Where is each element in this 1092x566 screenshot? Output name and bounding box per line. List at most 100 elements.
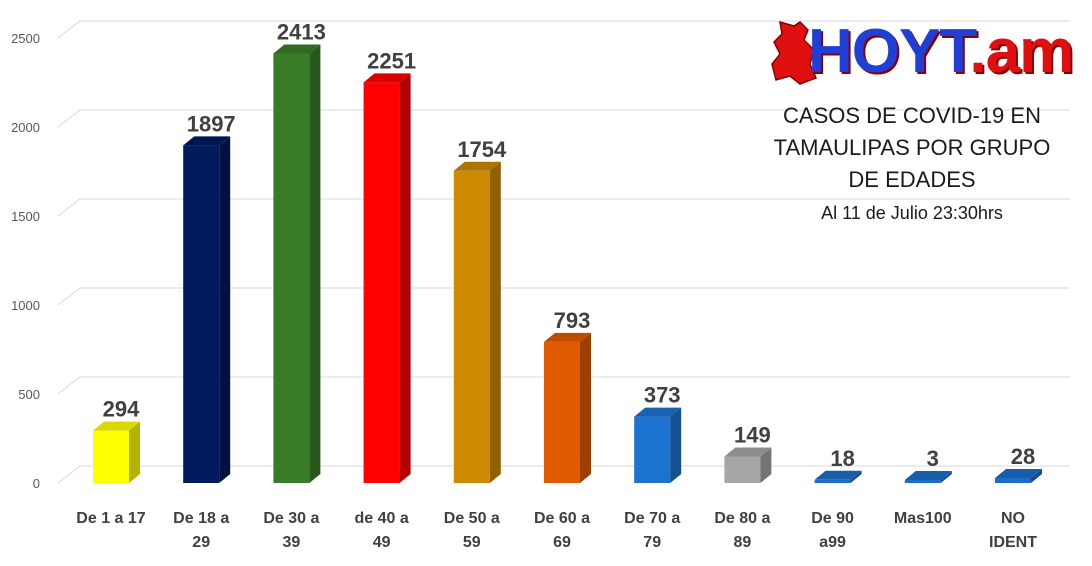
chart-title-line-3: DE EDADES [848,167,976,192]
bar-11 [995,469,1042,483]
bar-side [850,470,862,483]
bar-8 [724,447,772,483]
category-label: De 80 a 89 [714,510,770,551]
gridline [57,20,1070,39]
category-label: De 18 a 29 [173,510,229,551]
hoyt-logo: HOYT.am [770,16,1074,88]
bar-top [724,447,772,457]
bar-front [93,430,129,483]
data-label: 1897 [187,111,236,136]
y-tick-label: 500 [18,387,40,402]
category-label: De 70 a 79 [624,510,680,551]
category-label-line: 79 [643,534,661,551]
bar-front [544,341,580,483]
chart-title-block: CASOS DE COVID-19 EN TAMAULIPAS POR GRUP… [742,100,1082,228]
bar-front [995,478,1031,483]
tamaulipas-map-icon [771,20,817,85]
category-label: Mas100 [894,510,952,527]
data-label: 2251 [367,48,416,73]
bar-side [219,136,231,484]
data-label: 294 [103,397,140,422]
category-label-line: 89 [734,534,752,551]
bar-10 [904,471,952,483]
gridline [57,287,1070,306]
logo-text-main: HOYT [808,17,970,86]
data-label: 18 [830,446,854,471]
bar-front [904,480,941,483]
bar-front [634,416,671,483]
category-label-line: 49 [373,534,391,551]
bar-front [183,145,220,484]
bars [93,44,1042,484]
category-label-line: a99 [819,534,846,551]
bar-top [93,421,140,431]
category-label: NO IDENT [989,510,1037,551]
bar-top [904,471,952,480]
category-label-line: IDENT [989,534,1037,551]
logo-wordmark: HOYT.am [808,17,1074,86]
y-tick-label: 2000 [11,120,40,135]
bar-top [814,470,862,480]
y-tick-label: 1000 [11,298,40,313]
data-label: 2413 [277,19,326,44]
gridline [57,109,1070,128]
chart-title-line-2: TAMAULIPAS POR GRUPO [773,135,1051,160]
bar-top [544,332,591,342]
category-label: De 60 a 69 [534,510,590,551]
bar-6 [544,332,591,483]
bar-top [273,44,321,54]
category-label-line: De 60 a [534,510,590,527]
data-label: 149 [734,422,771,447]
bar-4 [363,73,411,484]
bar-side [760,447,772,483]
bar-front [273,53,310,484]
bar-front [814,479,851,483]
chart-title-line-1: CASOS DE COVID-19 EN [783,103,1041,128]
category-label-line: NO [1001,510,1025,527]
bar-side [1031,469,1042,483]
gridline [57,376,1070,395]
category-label-line: de 40 a [354,510,408,527]
bar-side [670,407,682,483]
bar-top [995,469,1042,479]
category-label-line: 69 [553,534,571,551]
logo-text-tail: .am [969,17,1074,86]
y-tick-label: 2500 [11,31,40,46]
bar-top [363,73,411,83]
chart-subtitle: Al 11 de Julio 23:30hrs [821,203,1003,223]
bar-front [453,170,490,483]
bar-front [363,82,400,484]
category-label-line: Mas100 [894,510,952,527]
category-label: De 1 a 17 [76,510,145,527]
bar-side [399,73,411,484]
bar-1 [93,421,140,483]
y-tick-label: 0 [33,476,40,491]
bar-side [580,332,591,483]
bar-side [129,421,140,483]
gridline [57,198,1070,217]
bar-side [940,471,952,483]
category-label-line: De 70 a [624,510,680,527]
data-label: 3 [927,446,939,471]
category-label: De 90 a99 [811,510,854,551]
category-label-line: De 30 a [263,510,319,527]
category-label: De 50 a 59 [444,510,500,551]
data-label: 28 [1011,444,1035,469]
bar-3 [273,44,321,484]
category-label-line: De 18 a [173,510,229,527]
category-label: De 30 a 39 [263,510,319,551]
bar-front [724,456,761,483]
bar-2 [183,136,231,484]
category-label-line: 39 [283,534,301,551]
category-label-line: 29 [192,534,210,551]
bar-9 [814,470,862,483]
data-label: 1754 [457,137,507,162]
y-tick-label: 1500 [11,209,40,224]
bar-5 [453,161,501,483]
data-label: 793 [554,308,591,333]
category-label-line: De 90 [811,510,854,527]
category-label-line: De 50 a [444,510,500,527]
category-label-line: De 1 a 17 [76,510,145,527]
